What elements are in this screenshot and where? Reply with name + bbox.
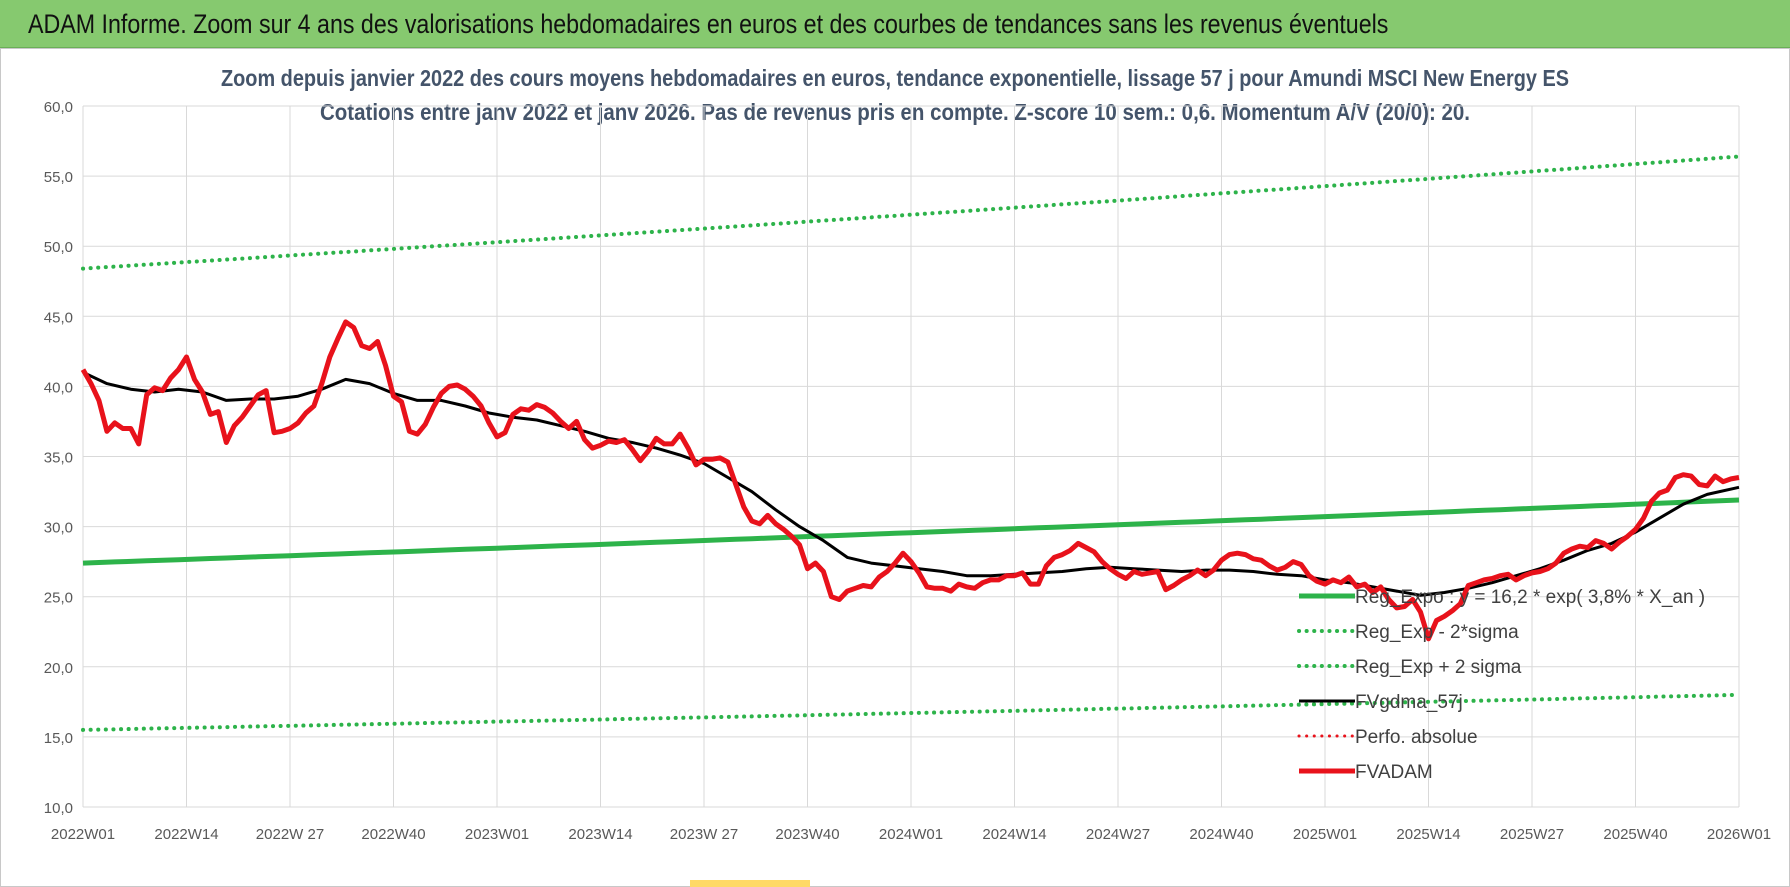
x-tick-label: 2023W 27 <box>670 826 738 843</box>
x-tick-label: 2022W14 <box>154 826 218 843</box>
legend-entry: Reg_Exp + 2 sigma <box>1355 657 1522 678</box>
trend-line <box>82 497 1740 566</box>
x-tick-label: 2025W40 <box>1603 826 1667 843</box>
x-axis: 2022W01 2022W14 2022W 27 2022W40 2023W01 2023… <box>51 826 1771 843</box>
lower-band-line <box>81 692 1741 732</box>
gridlines <box>82 105 1740 808</box>
legend: Reg_Expo : y = 16,2 * exp( 3,8% * X_an )… <box>1297 587 1705 783</box>
legend-entry: Reg_Exp - 2*sigma <box>1355 622 1519 643</box>
x-tick-label: 2025W01 <box>1293 826 1357 843</box>
y-tick-label: 35,0 <box>44 450 73 467</box>
y-axis: 10,0 15,0 20,0 25,0 30,0 35,0 40,0 45,0 50,0 55,0… <box>44 99 73 817</box>
y-tick-label: 30,0 <box>44 520 73 537</box>
chart-title-line1: Zoom depuis janvier 2022 des cours moyen… <box>221 65 1569 91</box>
y-tick-label: 60,0 <box>44 99 73 116</box>
x-tick-label: 2024W27 <box>1086 826 1150 843</box>
y-tick-label: 50,0 <box>44 239 73 256</box>
x-tick-label: 2024W40 <box>1189 826 1253 843</box>
bottom-accent <box>690 880 810 887</box>
y-tick-label: 55,0 <box>44 169 73 186</box>
fvadam-line <box>80 319 1740 642</box>
chart-frame: Zoom depuis janvier 2022 des cours moyen… <box>0 48 1790 887</box>
x-tick-label: 2022W01 <box>51 826 115 843</box>
x-tick-label: 2023W01 <box>465 826 529 843</box>
line-chart: Zoom depuis janvier 2022 des cours moyen… <box>44 65 1771 843</box>
series-lines <box>80 154 1741 732</box>
y-tick-label: 40,0 <box>44 379 73 396</box>
fvgdma-line <box>82 371 1740 597</box>
report-banner: ADAM Informe. Zoom sur 4 ans des valoris… <box>0 0 1790 48</box>
y-tick-label: 25,0 <box>44 590 73 607</box>
legend-entry: FVgdma_57j <box>1355 692 1463 713</box>
report-title: ADAM Informe. Zoom sur 4 ans des valoris… <box>28 9 1389 39</box>
x-tick-label: 2025W14 <box>1396 826 1460 843</box>
x-tick-label: 2024W14 <box>982 826 1046 843</box>
x-tick-label: 2023W40 <box>775 826 839 843</box>
legend-entry: Perfo. absolue <box>1355 727 1478 748</box>
y-tick-label: 15,0 <box>44 730 73 747</box>
legend-entry: FVADAM <box>1355 762 1433 783</box>
x-tick-label: 2025W27 <box>1500 826 1564 843</box>
x-tick-label: 2026W01 <box>1707 826 1771 843</box>
upper-band-line <box>81 154 1741 271</box>
x-tick-label: 2024W01 <box>879 826 943 843</box>
y-tick-label: 10,0 <box>44 800 73 817</box>
legend-entry: Reg_Expo : y = 16,2 * exp( 3,8% * X_an ) <box>1355 587 1705 608</box>
x-tick-label: 2022W 27 <box>256 826 324 843</box>
x-tick-label: 2022W40 <box>361 826 425 843</box>
x-tick-label: 2023W14 <box>568 826 632 843</box>
y-tick-label: 45,0 <box>44 309 73 326</box>
y-tick-label: 20,0 <box>44 660 73 677</box>
chart-title-line2: Cotations entre janv 2022 et janv 2026. … <box>320 99 1470 125</box>
